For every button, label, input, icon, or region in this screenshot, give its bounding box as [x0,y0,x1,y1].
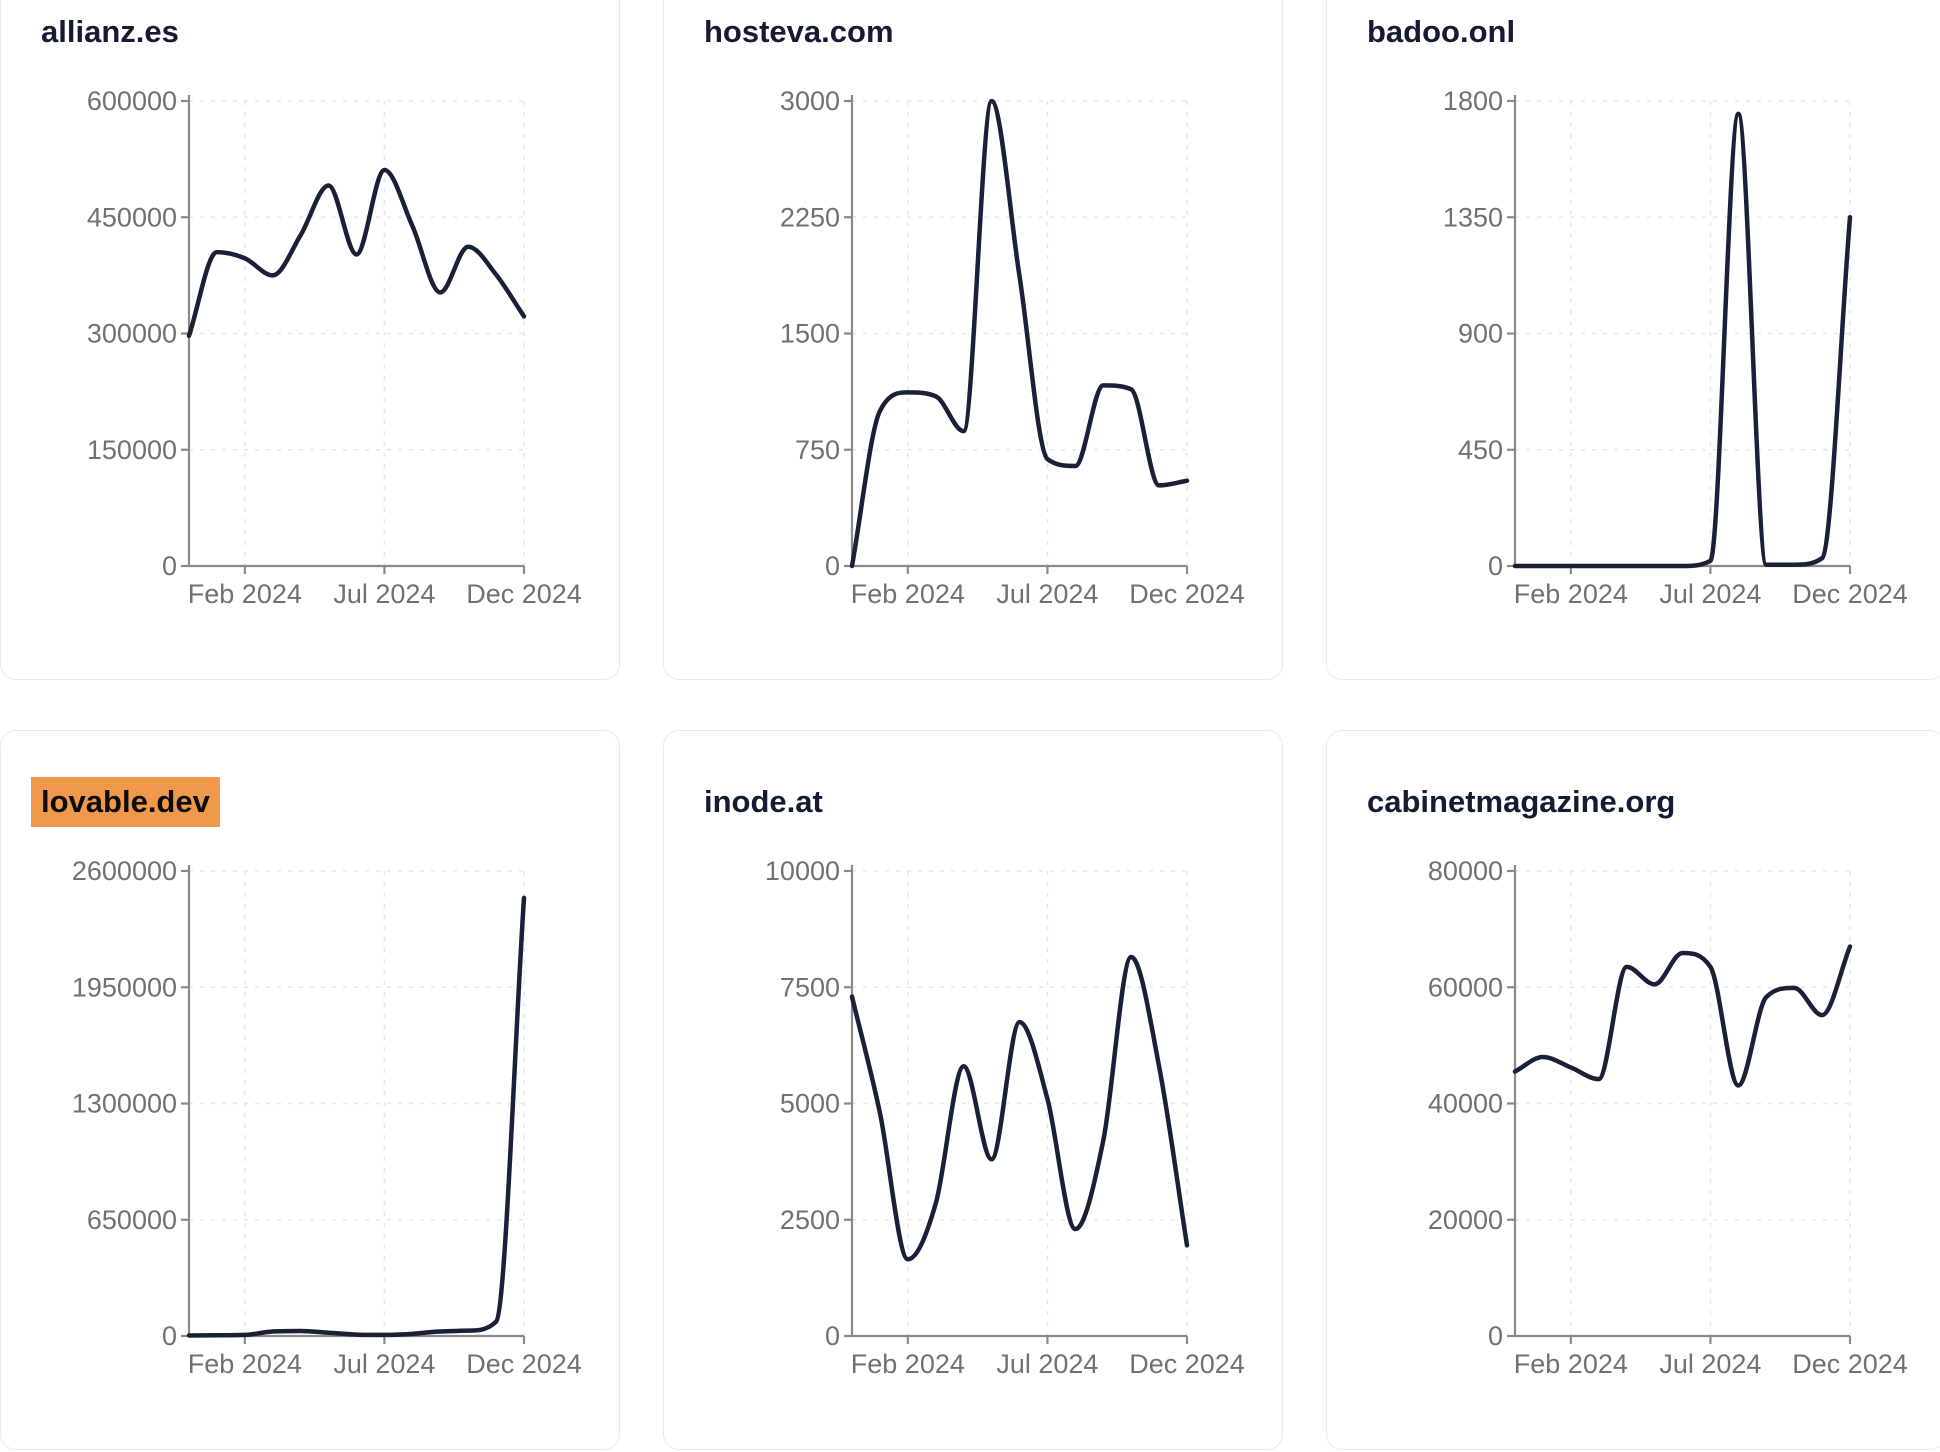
x-tick-label: Feb 2024 [188,579,302,609]
domain-chart-card: hosteva.com 0 750 1500 2250 3000 Feb 2024 Jul … [663,0,1283,680]
series-line [849,98,1190,569]
x-tick-label: Feb 2024 [851,579,965,609]
x-tick-label: Dec 2024 [1129,579,1245,609]
line-chart: 0 450 900 1350 1800 Feb 2024 Jul 2024 Dec 2024 [1443,86,1908,609]
line-chart: 0 2500 5000 7500 10000 Feb 2024 Jul 2024 Dec 20… [765,856,1245,1379]
line-chart: 0 650000 1300000 1950000 2600000 Feb 2024 Jul … [72,856,582,1379]
domain-name: badoo.onl [1367,14,1516,49]
x-tick-label: Feb 2024 [188,1349,302,1379]
y-tick-label: 150000 [87,435,177,465]
series-line [849,954,1190,1262]
y-tick-label: 750 [795,435,840,465]
y-tick-label: 1300000 [72,1089,177,1119]
y-tick-label: 60000 [1428,972,1503,1002]
series-line [186,167,527,339]
y-tick-label: 7500 [780,972,840,1002]
y-tick-label: 5000 [780,1089,840,1119]
domain-chart-card: allianz.es 0 150000 300000 450000 600000 Feb … [0,0,620,680]
y-tick-label: 2600000 [72,856,177,886]
x-tick-label: Dec 2024 [466,1349,582,1379]
line-chart: 0 150000 300000 450000 600000 Feb 2024 Jul 202… [87,86,582,609]
y-tick-label: 2250 [780,202,840,232]
card-title: cabinetmagazine.org [1367,783,1675,820]
y-tick-label: 1500 [780,319,840,349]
x-tick-label: Jul 2024 [333,579,435,609]
y-tick-label: 0 [825,551,840,581]
domain-name: allianz.es [41,14,179,49]
y-tick-label: 300000 [87,319,177,349]
domain-name: inode.at [704,784,823,819]
y-tick-label: 0 [162,1321,177,1351]
x-tick-label: Dec 2024 [1792,1349,1908,1379]
y-tick-label: 20000 [1428,1205,1503,1235]
line-chart: 0 20000 40000 60000 80000 Feb 2024 Jul 2024 Dec… [1428,856,1908,1379]
y-tick-label: 2500 [780,1205,840,1235]
y-tick-label: 0 [825,1321,840,1351]
domain-chart-card: cabinetmagazine.org 0 20000 40000 60000 8000… [1326,730,1940,1450]
y-tick-label: 0 [1488,551,1503,581]
x-tick-label: Jul 2024 [333,1349,435,1379]
y-tick-label: 1950000 [72,972,177,1002]
x-tick-label: Dec 2024 [466,579,582,609]
series-line [1512,111,1853,569]
y-tick-label: 650000 [87,1205,177,1235]
y-tick-label: 80000 [1428,856,1503,886]
x-tick-label: Jul 2024 [1659,1349,1761,1379]
y-tick-label: 1800 [1443,86,1503,116]
y-tick-label: 3000 [780,86,840,116]
card-title: lovable.dev [31,777,220,828]
x-tick-label: Jul 2024 [996,579,1098,609]
x-tick-label: Dec 2024 [1792,579,1908,609]
card-title: allianz.es [41,13,179,50]
line-chart: 0 750 1500 2250 3000 Feb 2024 Jul 2024 Dec 2024 [780,86,1245,609]
card-title: hosteva.com [704,13,894,50]
domain-name: lovable.dev [31,777,220,828]
y-tick-label: 450000 [87,202,177,232]
x-tick-label: Jul 2024 [1659,579,1761,609]
series-line [1512,944,1853,1088]
x-tick-label: Jul 2024 [996,1349,1098,1379]
x-tick-label: Feb 2024 [851,1349,965,1379]
x-tick-label: Feb 2024 [1514,1349,1628,1379]
domain-chart-card: badoo.onl 0 450 900 1350 1800 Feb 2024 Jul 202… [1326,0,1940,680]
y-tick-label: 0 [162,551,177,581]
y-tick-label: 450 [1458,435,1503,465]
x-tick-label: Feb 2024 [1514,579,1628,609]
domain-name: hosteva.com [704,14,894,49]
x-tick-label: Dec 2024 [1129,1349,1245,1379]
series-line [186,895,527,1338]
y-tick-label: 10000 [765,856,840,886]
domain-chart-card: inode.at 0 2500 5000 7500 10000 Feb 2024 Jul 2… [663,730,1283,1450]
y-tick-label: 900 [1458,319,1503,349]
card-title: inode.at [704,783,823,820]
y-tick-label: 600000 [87,86,177,116]
domain-chart-card: lovable.dev 0 650000 1300000 1950000 2600000… [0,730,620,1450]
card-title: badoo.onl [1367,13,1515,50]
domain-name: cabinetmagazine.org [1367,784,1676,819]
y-tick-label: 0 [1488,1321,1503,1351]
y-tick-label: 40000 [1428,1089,1503,1119]
y-tick-label: 1350 [1443,202,1503,232]
